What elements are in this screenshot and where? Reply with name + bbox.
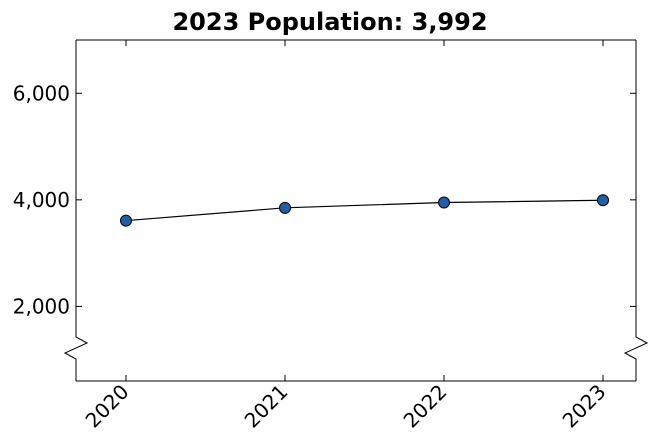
x-tick-label: 2022 xyxy=(399,380,452,433)
series-line xyxy=(125,199,604,222)
data-point xyxy=(279,201,291,214)
data-series xyxy=(120,194,609,227)
left-axis-break xyxy=(63,40,89,381)
x-tick-label: 2023 xyxy=(558,380,611,433)
y-tick-label: 4,000 xyxy=(13,188,70,212)
data-point xyxy=(120,214,132,227)
x-tick-label: 2021 xyxy=(240,380,293,433)
x-tick-label: 2020 xyxy=(81,380,134,433)
y-tick-label: 6,000 xyxy=(13,81,70,105)
right-axis-break xyxy=(623,40,649,381)
y-axis: 2,000 4,000 6,000 xyxy=(13,81,636,318)
data-point xyxy=(438,196,450,209)
plot-frame xyxy=(63,39,649,382)
y-tick-label: 2,000 xyxy=(13,294,70,318)
x-axis: 2020 2021 2022 2023 xyxy=(81,40,611,433)
chart-title: 2023 Population: 3,992 xyxy=(172,8,487,36)
data-point xyxy=(597,194,609,207)
